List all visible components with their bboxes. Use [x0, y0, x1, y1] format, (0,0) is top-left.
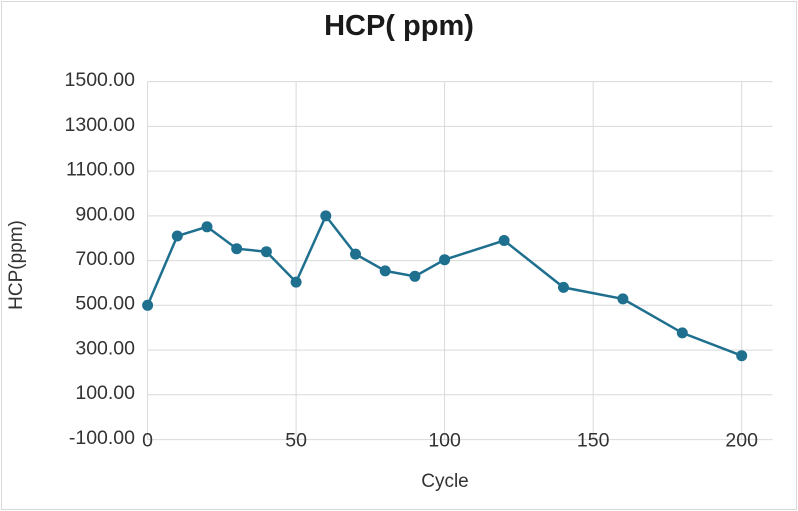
svg-text:900.00: 900.00 — [75, 203, 135, 225]
svg-text:1300.00: 1300.00 — [65, 114, 136, 136]
svg-text:500.00: 500.00 — [75, 293, 135, 315]
svg-text:1500.00: 1500.00 — [65, 69, 136, 91]
svg-text:100.00: 100.00 — [75, 382, 135, 404]
svg-text:300.00: 300.00 — [75, 338, 135, 360]
svg-text:Cycle: Cycle — [421, 471, 469, 492]
svg-text:200: 200 — [725, 430, 758, 452]
svg-text:0: 0 — [142, 430, 153, 452]
svg-text:100: 100 — [428, 430, 461, 452]
svg-text:150: 150 — [577, 430, 610, 452]
svg-text:HCP(ppm): HCP(ppm) — [6, 220, 27, 310]
svg-text:50: 50 — [285, 430, 307, 452]
svg-text:700.00: 700.00 — [75, 248, 135, 270]
svg-text:1100.00: 1100.00 — [66, 159, 135, 181]
svg-text:-100.00: -100.00 — [69, 427, 135, 449]
